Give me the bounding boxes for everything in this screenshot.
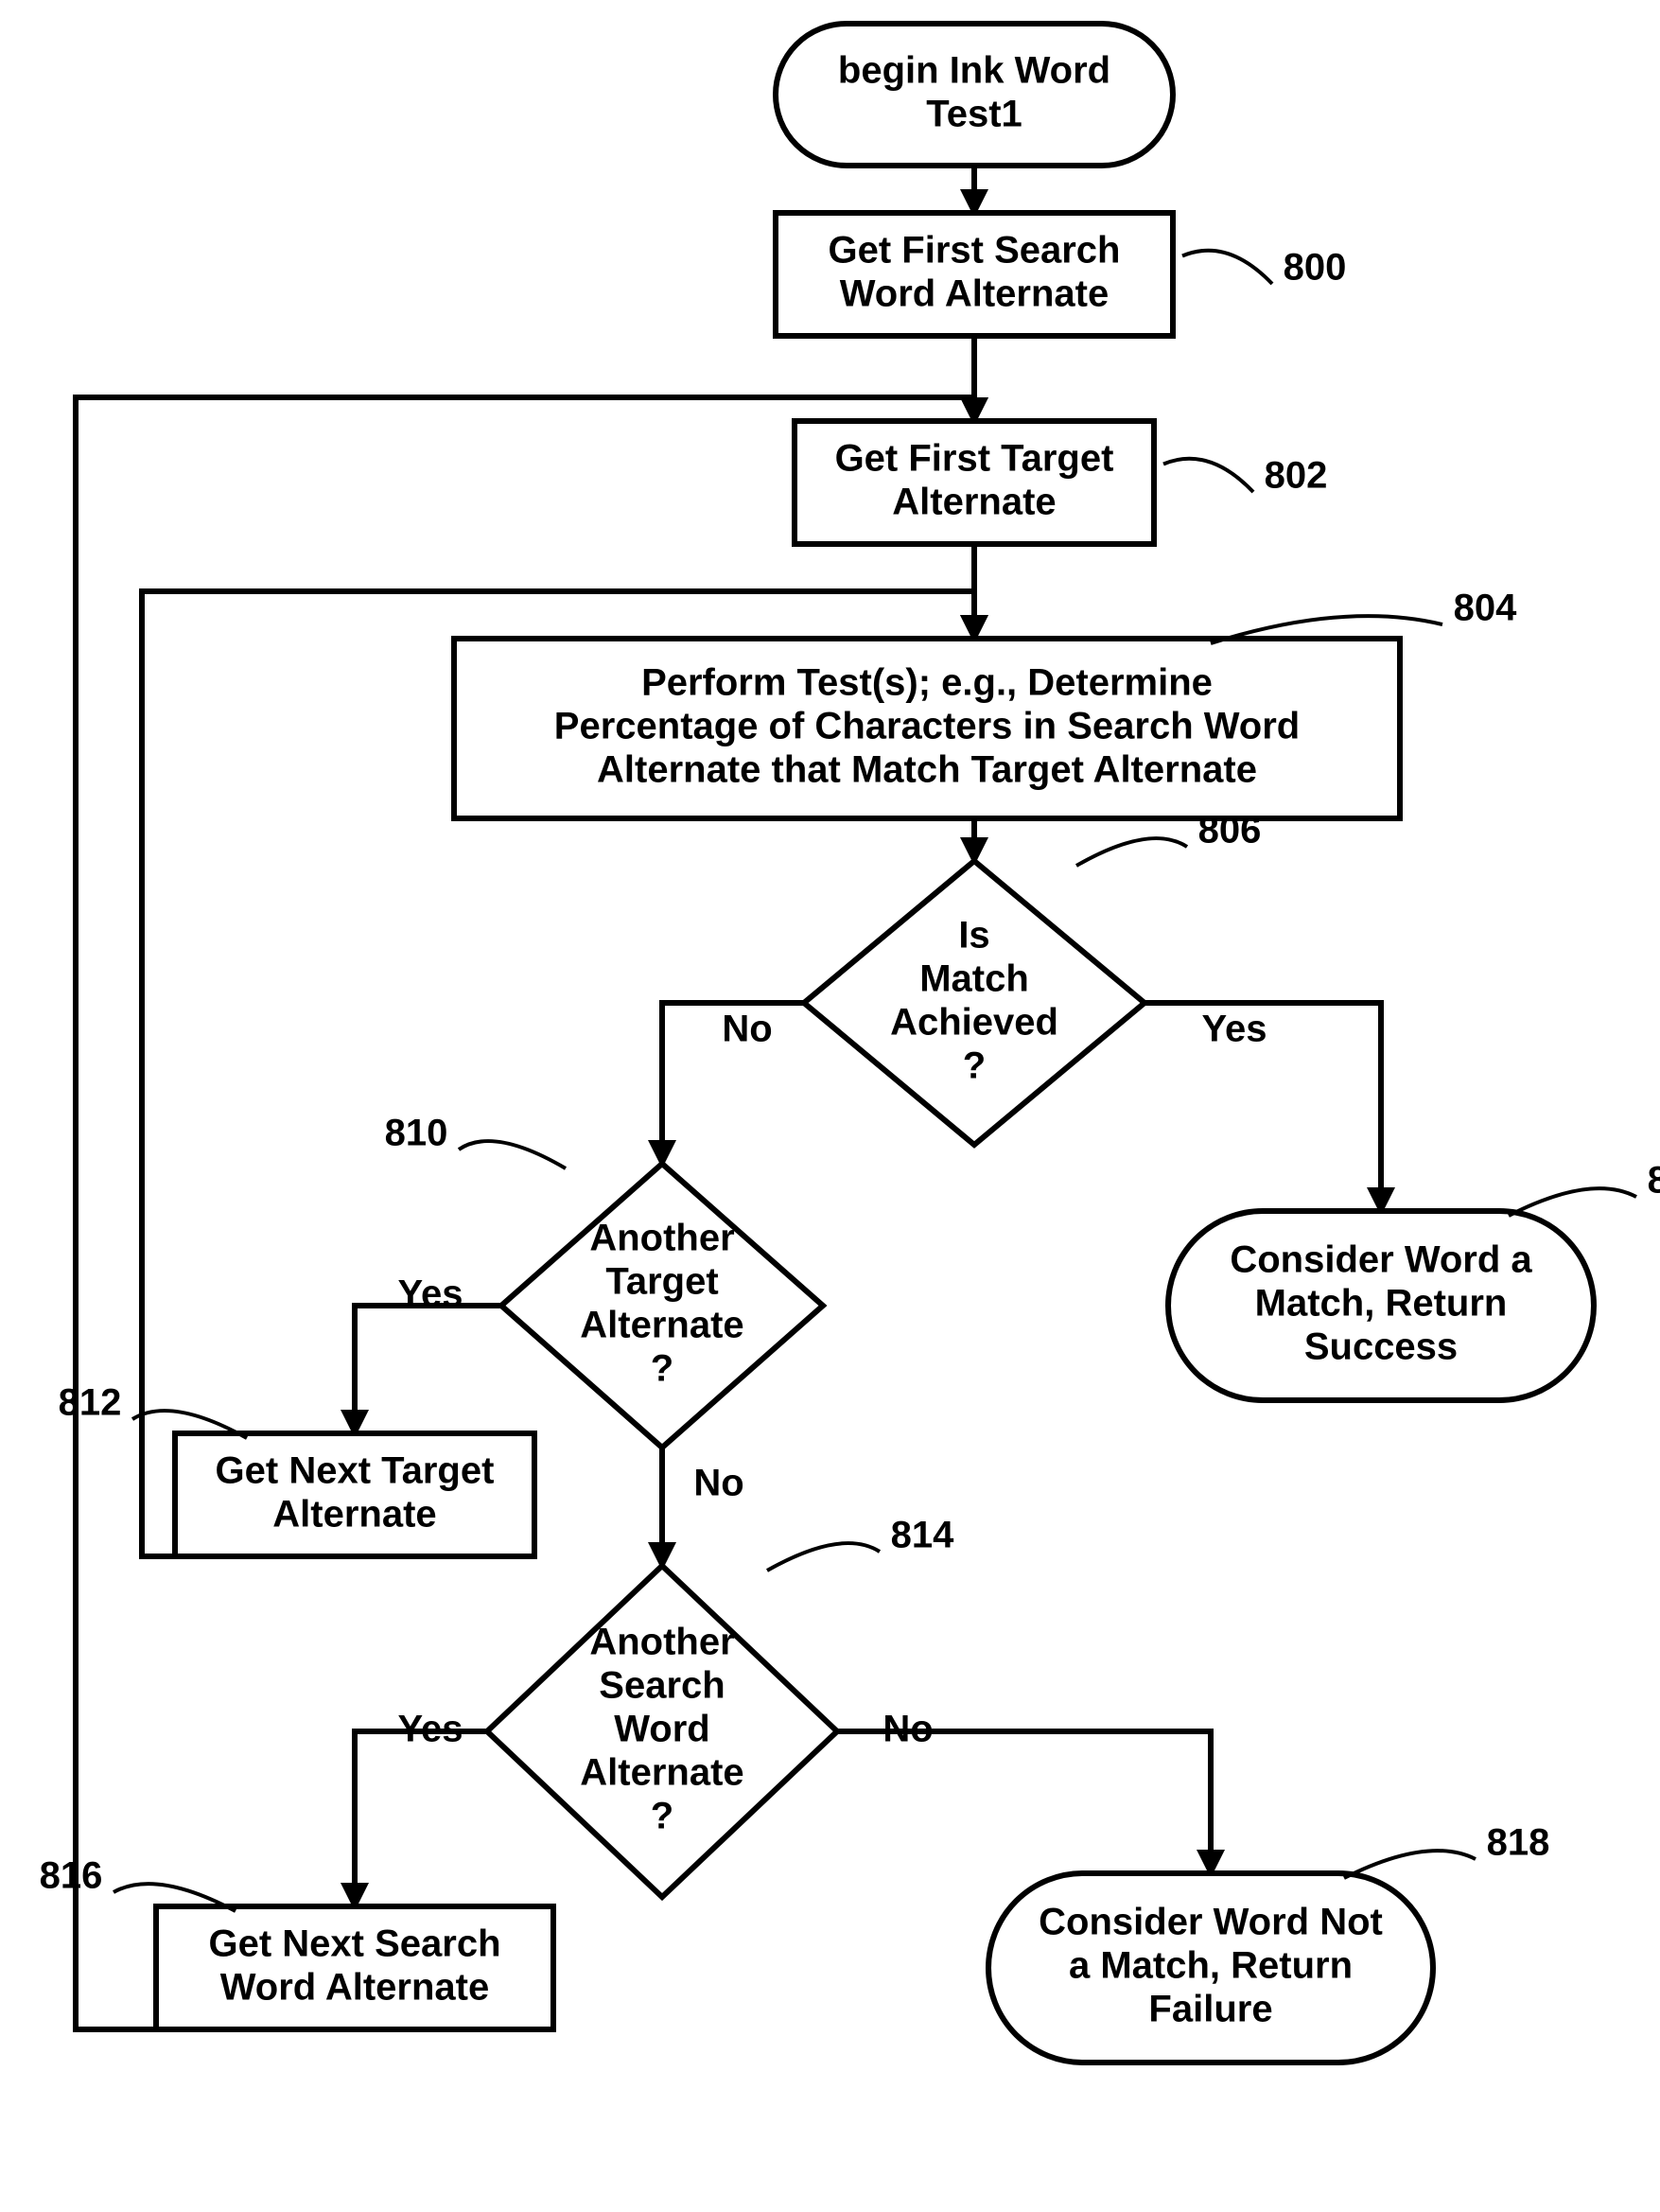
svg-text:Get Next Search: Get Next Search xyxy=(208,1923,500,1965)
svg-text:802: 802 xyxy=(1265,455,1328,497)
svg-text:Achieved: Achieved xyxy=(890,1002,1058,1044)
svg-text:Success: Success xyxy=(1304,1326,1458,1368)
svg-text:Failure: Failure xyxy=(1148,1989,1272,2030)
flow-node-n802: Get First TargetAlternate 802 xyxy=(795,421,1327,544)
svg-text:begin Ink Word: begin Ink Word xyxy=(838,50,1110,92)
flow-edge: Yes xyxy=(355,1709,487,1906)
svg-text:Search: Search xyxy=(599,1665,725,1707)
svg-text:808: 808 xyxy=(1648,1160,1660,1202)
flow-node-n812: Get Next TargetAlternate 812 xyxy=(59,1382,534,1556)
svg-text:Another: Another xyxy=(589,1622,734,1663)
svg-text:810: 810 xyxy=(385,1113,448,1154)
svg-text:Alternate that Match Target Al: Alternate that Match Target Alternate xyxy=(597,749,1257,791)
svg-text:Yes: Yes xyxy=(398,1709,463,1750)
svg-text:Match, Return: Match, Return xyxy=(1255,1283,1508,1325)
svg-text:812: 812 xyxy=(59,1382,122,1424)
svg-text:?: ? xyxy=(651,1796,673,1837)
svg-text:814: 814 xyxy=(891,1515,954,1556)
svg-text:?: ? xyxy=(963,1045,986,1087)
flow-node-n814: AnotherSearchWordAlternate? 814 xyxy=(487,1515,954,1897)
svg-text:Word: Word xyxy=(614,1709,709,1750)
svg-text:Word Alternate: Word Alternate xyxy=(220,1967,489,2009)
svg-text:Percentage of Characters in Se: Percentage of Characters in Search Word xyxy=(554,706,1300,747)
flow-edge: Yes xyxy=(1145,1003,1381,1211)
svg-text:Alternate: Alternate xyxy=(892,482,1056,523)
svg-text:Is: Is xyxy=(958,915,989,957)
svg-text:Test1: Test1 xyxy=(926,94,1022,135)
flow-edge: No xyxy=(662,1448,744,1566)
svg-text:Get Next Target: Get Next Target xyxy=(216,1450,495,1492)
flow-node-start: begin Ink WordTest1 xyxy=(776,24,1173,166)
svg-text:Alternate: Alternate xyxy=(580,1752,743,1794)
svg-text:Alternate: Alternate xyxy=(272,1494,436,1536)
svg-text:Yes: Yes xyxy=(398,1273,463,1315)
svg-text:Yes: Yes xyxy=(1202,1009,1267,1050)
flow-edge: No xyxy=(662,1003,804,1164)
svg-text:Consider Word Not: Consider Word Not xyxy=(1039,1902,1383,1943)
flow-node-n806: IsMatchAchieved? 806 xyxy=(804,810,1261,1145)
flow-node-n816: Get Next SearchWord Alternate 816 xyxy=(40,1855,553,2029)
svg-text:a Match, Return: a Match, Return xyxy=(1069,1945,1353,1987)
svg-text:No: No xyxy=(693,1463,743,1504)
flow-edge: No xyxy=(837,1709,1211,1873)
svg-text:816: 816 xyxy=(40,1855,103,1897)
flow-node-n818: Consider Word Nota Match, ReturnFailure 8… xyxy=(988,1822,1549,2063)
svg-text:Consider Word a: Consider Word a xyxy=(1230,1239,1532,1281)
svg-text:?: ? xyxy=(651,1348,673,1390)
flow-node-n808: Consider Word aMatch, ReturnSuccess 808 xyxy=(1168,1160,1660,1400)
svg-text:No: No xyxy=(882,1709,933,1750)
svg-text:No: No xyxy=(722,1009,772,1050)
flow-node-n804: Perform Test(s); e.g., DeterminePercenta… xyxy=(454,588,1517,818)
svg-text:804: 804 xyxy=(1454,588,1517,629)
svg-text:Match: Match xyxy=(919,958,1029,1000)
svg-text:818: 818 xyxy=(1487,1822,1550,1864)
svg-text:Perform Test(s); e.g., Determi: Perform Test(s); e.g., Determine xyxy=(641,662,1213,704)
svg-text:Another: Another xyxy=(589,1218,734,1259)
svg-text:Get First Search: Get First Search xyxy=(828,230,1120,272)
svg-text:800: 800 xyxy=(1284,247,1347,289)
svg-text:806: 806 xyxy=(1198,810,1262,851)
svg-text:Word Alternate: Word Alternate xyxy=(840,273,1109,315)
svg-text:Get First Target: Get First Target xyxy=(835,438,1114,480)
svg-text:Alternate: Alternate xyxy=(580,1305,743,1346)
svg-text:Target: Target xyxy=(605,1261,718,1303)
flow-edge: Yes xyxy=(355,1273,501,1433)
flow-node-n800: Get First SearchWord Alternate 800 xyxy=(776,213,1346,336)
